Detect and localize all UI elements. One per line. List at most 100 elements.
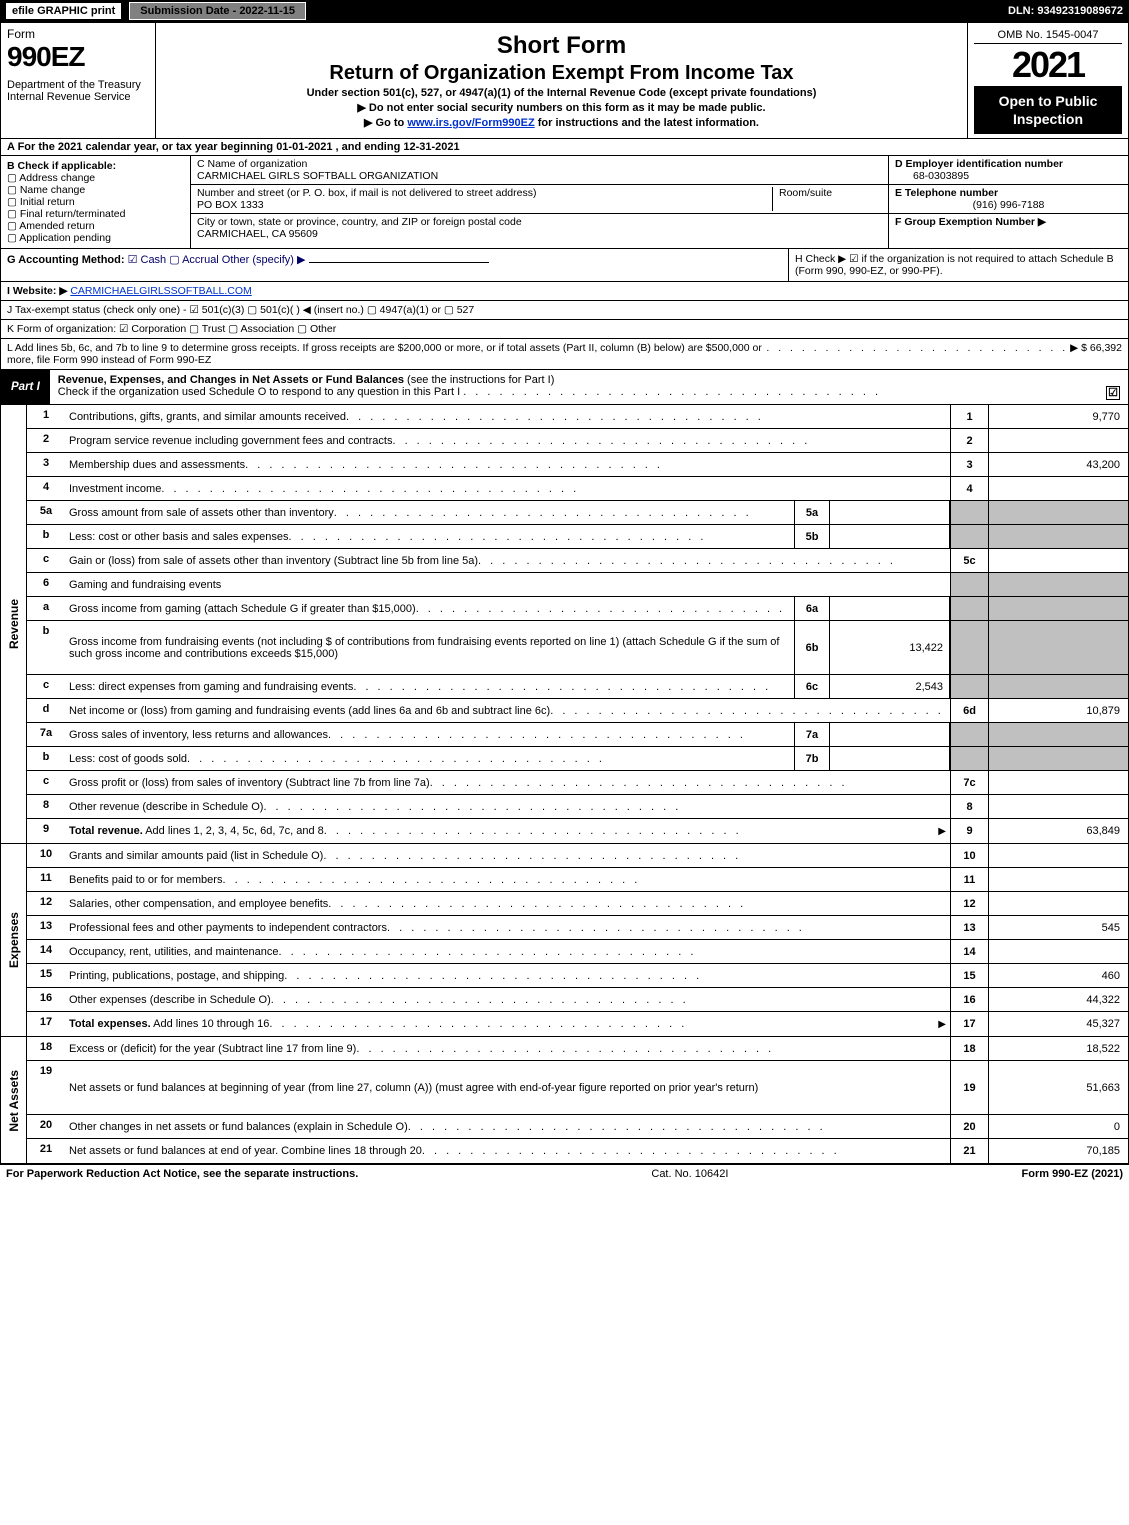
note-1: ▶ Do not enter social security numbers o… bbox=[164, 101, 959, 114]
line-val: 10,879 bbox=[988, 699, 1128, 722]
sub-box: 6a bbox=[794, 597, 830, 620]
line-val bbox=[988, 429, 1128, 452]
dots bbox=[271, 994, 946, 1006]
submission-date-button[interactable]: Submission Date - 2022-11-15 bbox=[129, 2, 306, 20]
line-desc: Excess or (deficit) for the year (Subtra… bbox=[65, 1037, 950, 1060]
chk-amended[interactable]: Amended return bbox=[7, 220, 184, 232]
g-left: G Accounting Method: ☑ Cash ▢ Accrual Ot… bbox=[1, 249, 788, 281]
website-link[interactable]: CARMICHAELGIRLSSOFTBALL.COM bbox=[70, 285, 251, 297]
revenue-body: 1Contributions, gifts, grants, and simil… bbox=[27, 405, 1128, 843]
sub-val bbox=[830, 747, 950, 770]
omb-number: OMB No. 1545-0047 bbox=[974, 27, 1122, 44]
header-center: Short Form Return of Organization Exempt… bbox=[156, 23, 968, 138]
part1-header: Part I Revenue, Expenses, and Changes in… bbox=[0, 370, 1129, 405]
line-13: 13Professional fees and other payments t… bbox=[27, 916, 1128, 940]
street-value: PO BOX 1333 bbox=[197, 199, 772, 211]
line-val: 70,185 bbox=[988, 1139, 1128, 1163]
line-num: 7a bbox=[27, 723, 65, 746]
line-box: 19 bbox=[950, 1061, 988, 1114]
part1-sub: Check if the organization used Schedule … bbox=[58, 386, 460, 398]
netassets-grid: Net Assets 18Excess or (deficit) for the… bbox=[0, 1037, 1129, 1164]
line-5a: 5aGross amount from sale of assets other… bbox=[27, 501, 1128, 525]
footer-left: For Paperwork Reduction Act Notice, see … bbox=[6, 1168, 358, 1180]
line-18: 18Excess or (deficit) for the year (Subt… bbox=[27, 1037, 1128, 1061]
line-val: 460 bbox=[988, 964, 1128, 987]
line-9: 9Total revenue. Add lines 1, 2, 3, 4, 5c… bbox=[27, 819, 1128, 843]
city-label: City or town, state or province, country… bbox=[197, 216, 522, 228]
line-7a: 7aGross sales of inventory, less returns… bbox=[27, 723, 1128, 747]
line-val: 0 bbox=[988, 1115, 1128, 1138]
line-val: 43,200 bbox=[988, 453, 1128, 476]
line-box: 9 bbox=[950, 819, 988, 843]
dots bbox=[478, 555, 946, 567]
line-num: 2 bbox=[27, 429, 65, 452]
row-i: I Website: ▶ CARMICHAELGIRLSSOFTBALL.COM bbox=[0, 282, 1129, 301]
line-num: 19 bbox=[27, 1061, 65, 1114]
line-16: 16Other expenses (describe in Schedule O… bbox=[27, 988, 1128, 1012]
line-num: 12 bbox=[27, 892, 65, 915]
line-desc: Membership dues and assessments bbox=[65, 453, 950, 476]
line-box: 2 bbox=[950, 429, 988, 452]
row-k: K Form of organization: ☑ Corporation ▢ … bbox=[0, 320, 1129, 339]
g-options: ☑ Cash ▢ Accrual Other (specify) ▶ bbox=[128, 254, 309, 266]
line-val-shaded bbox=[988, 525, 1128, 548]
irs-link[interactable]: www.irs.gov/Form990EZ bbox=[407, 117, 534, 129]
sub-box: 5b bbox=[794, 525, 830, 548]
expenses-grid: Expenses 10Grants and similar amounts pa… bbox=[0, 844, 1129, 1037]
chk-initial[interactable]: Initial return bbox=[7, 196, 184, 208]
revenue-side-text: Revenue bbox=[7, 599, 21, 649]
line-14: 14Occupancy, rent, utilities, and mainte… bbox=[27, 940, 1128, 964]
line-box: 13 bbox=[950, 916, 988, 939]
line-box-shaded bbox=[950, 573, 988, 596]
line-val bbox=[988, 771, 1128, 794]
revenue-grid: Revenue 1Contributions, gifts, grants, a… bbox=[0, 405, 1129, 844]
dots bbox=[408, 1121, 946, 1133]
sub-box: 5a bbox=[794, 501, 830, 524]
tax-year: 2021 bbox=[974, 44, 1122, 86]
line-val: 9,770 bbox=[988, 405, 1128, 428]
line-desc: Net income or (loss) from gaming and fun… bbox=[65, 699, 950, 722]
form-number: 990EZ bbox=[7, 41, 149, 73]
expenses-side-label: Expenses bbox=[1, 844, 27, 1036]
line-box: 5c bbox=[950, 549, 988, 572]
note-2: ▶ Go to www.irs.gov/Form990EZ for instru… bbox=[164, 116, 959, 129]
line-desc: Investment income bbox=[65, 477, 950, 500]
dots bbox=[550, 705, 946, 717]
line-2: 2Program service revenue including gover… bbox=[27, 429, 1128, 453]
line-17: 17Total expenses. Add lines 10 through 1… bbox=[27, 1012, 1128, 1036]
line-desc: Salaries, other compensation, and employ… bbox=[65, 892, 950, 915]
line-box: 14 bbox=[950, 940, 988, 963]
city-row: City or town, state or province, country… bbox=[191, 214, 888, 248]
chk-pending[interactable]: Application pending bbox=[7, 232, 184, 244]
line-val: 44,322 bbox=[988, 988, 1128, 1011]
line-box: 1 bbox=[950, 405, 988, 428]
dots bbox=[269, 1018, 938, 1030]
part1-checkbox[interactable]: ☑ bbox=[1106, 386, 1120, 400]
sub-val: 13,422 bbox=[830, 621, 950, 674]
line-val bbox=[988, 795, 1128, 818]
row-l: L Add lines 5b, 6c, and 7b to line 9 to … bbox=[0, 339, 1129, 370]
col-c: C Name of organization CARMICHAEL GIRLS … bbox=[191, 156, 888, 248]
dots bbox=[324, 825, 939, 837]
line-20: 20Other changes in net assets or fund ba… bbox=[27, 1115, 1128, 1139]
line-desc: Net assets or fund balances at end of ye… bbox=[65, 1139, 950, 1163]
line-desc: Gaming and fundraising events bbox=[65, 573, 950, 596]
chk-final[interactable]: Final return/terminated bbox=[7, 208, 184, 220]
line-num: c bbox=[27, 549, 65, 572]
line-val-shaded bbox=[988, 723, 1128, 746]
netassets-side-label: Net Assets bbox=[1, 1037, 27, 1163]
line-val-shaded bbox=[988, 621, 1128, 674]
dots bbox=[284, 970, 946, 982]
line-box: 4 bbox=[950, 477, 988, 500]
line-a: aGross income from gaming (attach Schedu… bbox=[27, 597, 1128, 621]
line-box: 3 bbox=[950, 453, 988, 476]
line-val: 63,849 bbox=[988, 819, 1128, 843]
line-desc: Program service revenue including govern… bbox=[65, 429, 950, 452]
chk-name[interactable]: Name change bbox=[7, 184, 184, 196]
line-val bbox=[988, 844, 1128, 867]
line-c: cGain or (loss) from sale of assets othe… bbox=[27, 549, 1128, 573]
form-label: Form bbox=[7, 27, 149, 41]
dots bbox=[323, 850, 946, 862]
line-1: 1Contributions, gifts, grants, and simil… bbox=[27, 405, 1128, 429]
chk-address[interactable]: Address change bbox=[7, 172, 184, 184]
